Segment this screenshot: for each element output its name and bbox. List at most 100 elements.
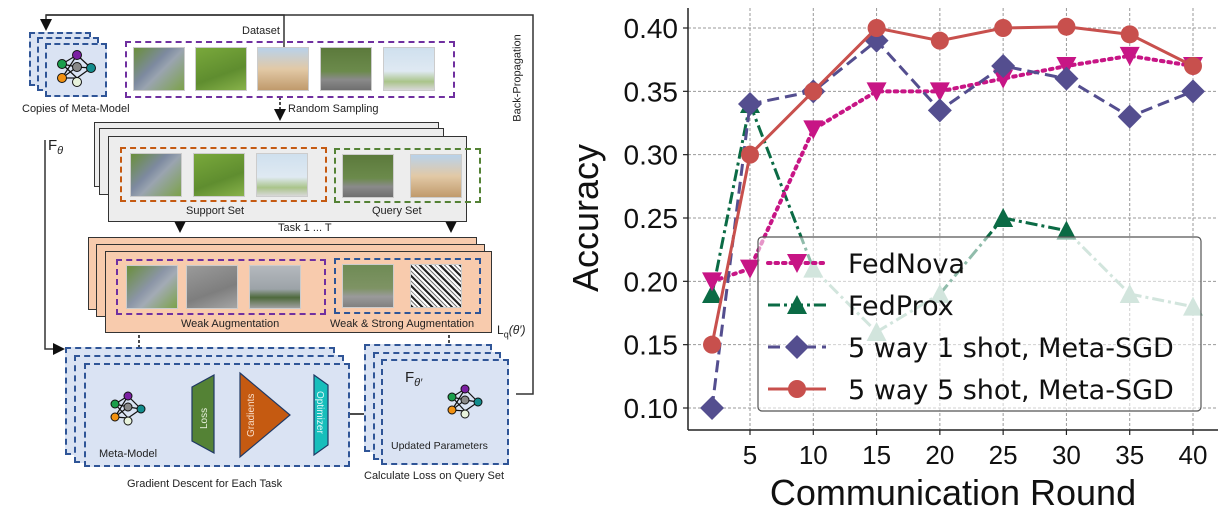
data-point (804, 82, 823, 101)
neural-network-icon (57, 50, 96, 87)
task-label: Task 1 ... T (278, 222, 332, 234)
meta-model-copy-front (45, 43, 107, 97)
legend-box (757, 236, 1202, 412)
data-point (741, 145, 759, 164)
f-theta-prime-subscript: θ′ (414, 377, 423, 389)
data-point (700, 396, 725, 420)
x-tick-label: 5 (743, 440, 757, 470)
weak-augmentation-box (116, 259, 326, 315)
image-highway-aerial-augmented (126, 265, 178, 309)
legend-label: FedNova (848, 249, 965, 280)
data-point (738, 92, 762, 116)
y-tick-label: 0.40 (624, 13, 679, 44)
y-tick-label: 0.30 (624, 140, 679, 171)
optimizer-block-label: Optimizer (314, 391, 325, 434)
y-tick-label: 0.35 (624, 76, 679, 107)
data-point (867, 19, 886, 37)
weak-strong-augmentation-box (334, 258, 481, 314)
x-tick-label: 20 (925, 440, 954, 470)
image-road-signs-forest (320, 47, 372, 91)
loss-block-label: Loss (199, 408, 210, 429)
legend-marker (787, 295, 807, 314)
x-tick-label: 10 (799, 440, 828, 470)
image-curve-sign (256, 153, 308, 197)
gradients-block-label: Gradients (246, 394, 257, 437)
image-curve-sign (383, 47, 435, 91)
query-set-box (334, 148, 481, 203)
data-point (991, 54, 1016, 78)
legend-marker (788, 380, 806, 398)
x-tick-label: 25 (989, 440, 1018, 470)
series-5-way-5-shot-meta-sgd (703, 17, 1202, 354)
loss-block-shape (191, 373, 215, 455)
data-point (1057, 17, 1076, 36)
x-tick-label: 40 (1179, 440, 1208, 470)
gradient-descent-pipeline: Loss Gradients Optimizer (110, 371, 329, 459)
data-point (803, 120, 824, 140)
support-set-box (120, 147, 327, 202)
image-road-signs-forest-augmented (342, 264, 394, 308)
data-point (927, 98, 952, 123)
data-point (1120, 25, 1139, 44)
query-set-label: Query Set (372, 205, 422, 217)
legend-marker (785, 335, 809, 359)
x-tick-label: 35 (1115, 440, 1144, 470)
data-point (1181, 79, 1205, 104)
weak-augmentation-label: Weak Augmentation (181, 318, 280, 330)
f-theta-prime-letter: F (405, 369, 415, 386)
f-theta-label: Fθ (48, 137, 63, 157)
data-point (702, 284, 723, 303)
query-loss-letter: L (497, 323, 504, 337)
updated-parameters-label: Updated Parameters (391, 440, 488, 452)
chart-legend: FedNova FedProx 5 way 1 shot, Meta-SGD 5 wa… (757, 236, 1202, 412)
data-point (929, 82, 950, 102)
dataset-box (125, 41, 455, 98)
f-theta-prime-label: Fθ′ (405, 369, 422, 389)
series-line-segment (710, 103, 752, 295)
legend-entry: 5 way 5 shot, Meta-SGD (768, 375, 1174, 406)
image-winding-road-sign (410, 154, 462, 198)
data-point (740, 259, 760, 279)
y-tick-label: 0.25 (624, 203, 679, 234)
f-theta-subscript: θ (57, 145, 64, 157)
data-point (1056, 57, 1077, 76)
legend-entry: 5 way 1 shot, Meta-SGD (768, 333, 1174, 364)
image-winding-road-sign (257, 47, 309, 91)
data-point (1117, 104, 1142, 129)
image-road-signs-forest (342, 154, 394, 198)
data-point (1184, 57, 1202, 75)
weak-strong-augmentation-label: Weak & Strong Augmentation (330, 318, 475, 330)
meta-learning-diagram: Copies of Meta-Model Dataset Random Samp… (0, 0, 550, 514)
legend-entry: FedProx (768, 291, 954, 322)
f-theta-letter: F (48, 137, 58, 154)
query-loss-label: Lq(θ′) (497, 323, 525, 339)
data-point (1119, 46, 1140, 66)
chart-axes: 5 10 15 20 25 30 35 40 0.10 0.15 0.20 0.25 0.30 0.35 0… (624, 8, 1218, 470)
legend-label: 5 way 1 shot, Meta-SGD (848, 333, 1174, 364)
gradients-block-shape (239, 371, 291, 459)
y-tick-label: 0.15 (624, 330, 679, 361)
data-point (703, 335, 722, 354)
x-axis-label: Communication Round (770, 472, 1136, 513)
data-point (1054, 66, 1079, 91)
image-highway-aerial (133, 47, 185, 91)
image-curve-sign-flipped (249, 265, 301, 309)
updated-model-network-icon (447, 384, 483, 419)
y-axis-label: Accuracy (565, 144, 606, 292)
data-point (994, 19, 1013, 37)
y-tick-label: 0.20 (624, 266, 679, 297)
data-point (993, 208, 1014, 227)
support-set-label: Support Set (186, 205, 245, 217)
legend-entry: FedNova (766, 249, 965, 280)
copies-of-meta-model-label: Copies of Meta-Model (22, 103, 130, 115)
meta-model-network-icon (110, 391, 146, 426)
query-loss-subscript: q (503, 329, 509, 340)
x-tick-label: 30 (1052, 440, 1081, 470)
image-field-aerial (195, 47, 247, 91)
gradient-descent-card-front: Loss Gradients Optimizer (84, 363, 350, 467)
data-point (930, 31, 949, 50)
series-line-segment (1002, 216, 1067, 233)
back-propagation-label: Back-Propagation (511, 34, 524, 122)
data-point (993, 69, 1014, 89)
image-field-aerial (193, 153, 245, 197)
